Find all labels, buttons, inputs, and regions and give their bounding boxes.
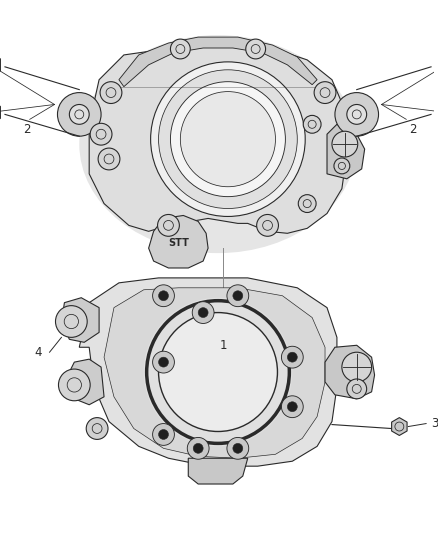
Polygon shape <box>325 345 374 399</box>
Circle shape <box>227 438 249 459</box>
Polygon shape <box>74 94 91 134</box>
Polygon shape <box>345 94 362 134</box>
Circle shape <box>193 443 203 453</box>
Circle shape <box>347 104 367 124</box>
Circle shape <box>233 443 243 453</box>
Circle shape <box>159 357 169 367</box>
Circle shape <box>192 302 214 324</box>
Circle shape <box>233 291 243 301</box>
Circle shape <box>170 39 190 59</box>
Circle shape <box>57 93 101 136</box>
Circle shape <box>257 214 279 236</box>
Circle shape <box>246 39 265 59</box>
Circle shape <box>86 418 108 439</box>
Circle shape <box>90 123 112 145</box>
Polygon shape <box>119 37 317 87</box>
Polygon shape <box>64 359 104 405</box>
Circle shape <box>298 195 316 213</box>
Circle shape <box>347 379 367 399</box>
Circle shape <box>227 285 249 306</box>
Circle shape <box>159 430 169 439</box>
Text: STT: STT <box>168 238 189 248</box>
Circle shape <box>170 82 286 197</box>
Polygon shape <box>148 215 208 268</box>
Polygon shape <box>79 278 337 466</box>
Circle shape <box>100 82 122 103</box>
Polygon shape <box>89 45 347 233</box>
Circle shape <box>335 93 378 136</box>
Circle shape <box>158 214 179 236</box>
Circle shape <box>187 438 209 459</box>
Circle shape <box>282 396 303 418</box>
Polygon shape <box>392 418 407 435</box>
Polygon shape <box>436 53 438 77</box>
Text: 1: 1 <box>219 340 227 352</box>
Polygon shape <box>436 101 438 124</box>
Circle shape <box>56 305 87 337</box>
Text: 2: 2 <box>23 123 31 136</box>
Text: 2: 2 <box>410 123 417 136</box>
Polygon shape <box>188 458 248 484</box>
Circle shape <box>342 352 371 382</box>
Ellipse shape <box>79 35 357 253</box>
Circle shape <box>180 92 276 187</box>
Polygon shape <box>61 298 99 342</box>
Circle shape <box>287 402 297 411</box>
Circle shape <box>198 308 208 318</box>
Circle shape <box>98 148 120 170</box>
Circle shape <box>287 352 297 362</box>
Circle shape <box>144 298 292 446</box>
Polygon shape <box>327 124 365 179</box>
Circle shape <box>151 62 305 216</box>
Circle shape <box>314 82 336 103</box>
Circle shape <box>159 312 277 432</box>
Circle shape <box>58 369 90 401</box>
Text: 3: 3 <box>431 417 438 430</box>
Circle shape <box>152 285 174 306</box>
Circle shape <box>282 346 303 368</box>
Circle shape <box>152 351 174 373</box>
Circle shape <box>69 104 89 124</box>
Circle shape <box>334 158 350 174</box>
Circle shape <box>159 70 297 208</box>
Text: 4: 4 <box>34 346 42 359</box>
Circle shape <box>159 291 169 301</box>
Polygon shape <box>104 288 325 458</box>
Circle shape <box>152 424 174 446</box>
Circle shape <box>303 115 321 133</box>
Circle shape <box>332 131 358 157</box>
